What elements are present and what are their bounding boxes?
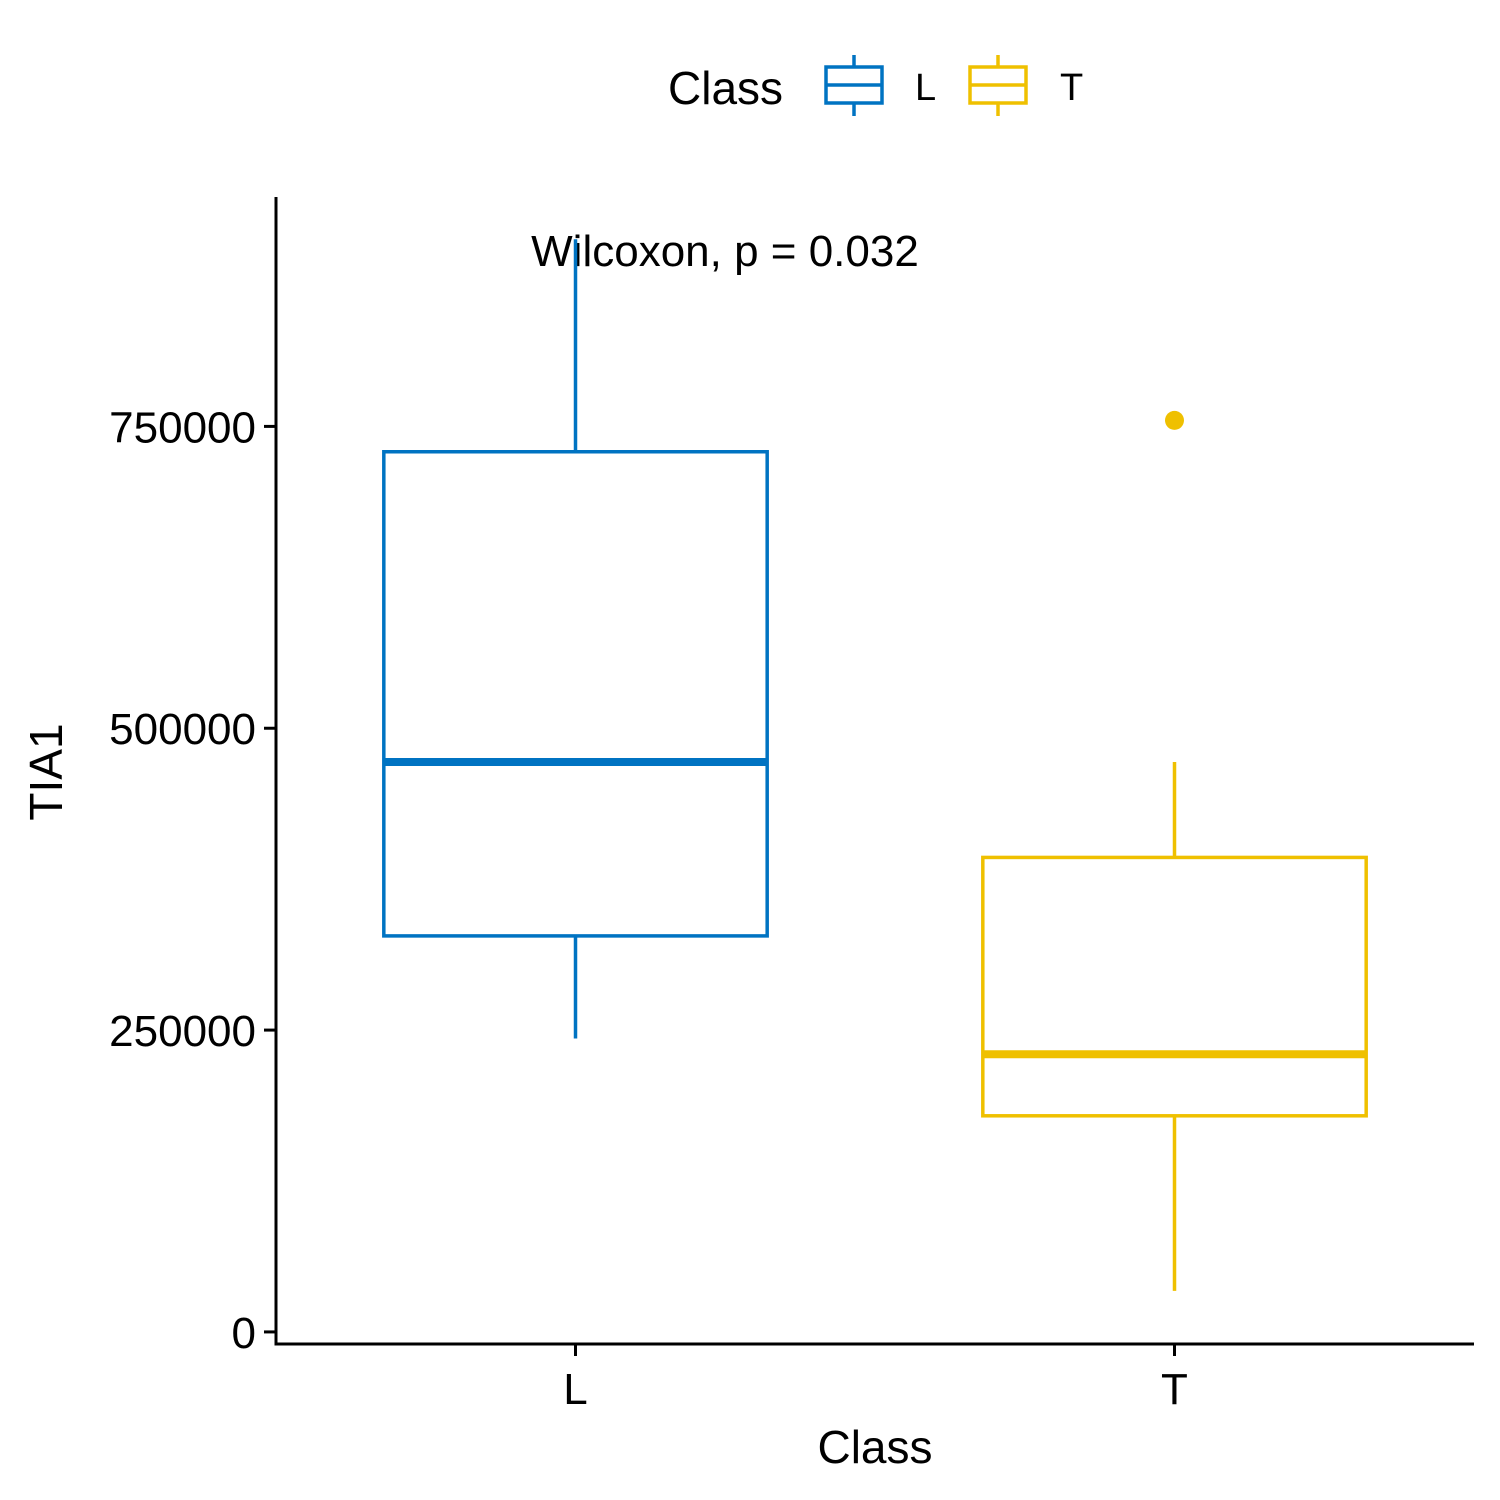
x-axis-title: Class bbox=[817, 1421, 932, 1473]
legend-label: T bbox=[1060, 67, 1083, 109]
box-L bbox=[382, 239, 769, 1039]
x-tick-label: L bbox=[563, 1365, 587, 1414]
axes: 0 250000 500000 750000 L T bbox=[109, 197, 1474, 1414]
legend-title: Class bbox=[668, 62, 783, 114]
legend-item-L: L bbox=[824, 55, 936, 116]
iqr-box bbox=[981, 855, 1368, 1118]
box-T bbox=[981, 410, 1368, 1291]
y-tick-label: 500000 bbox=[109, 705, 256, 754]
legend: Class L T bbox=[668, 55, 1083, 116]
legend-label: L bbox=[915, 67, 936, 109]
y-axis-title: TIA1 bbox=[20, 723, 72, 820]
iqr-box bbox=[382, 450, 769, 938]
outlier-point bbox=[1165, 410, 1184, 430]
y-tick-label: 250000 bbox=[109, 1007, 256, 1056]
y-tick-label: 0 bbox=[232, 1309, 256, 1358]
legend-item-T: T bbox=[968, 55, 1083, 116]
wilcoxon-annotation: Wilcoxon, p = 0.032 bbox=[531, 227, 919, 276]
y-tick-label: 750000 bbox=[109, 403, 256, 452]
x-tick-label: T bbox=[1161, 1365, 1188, 1414]
